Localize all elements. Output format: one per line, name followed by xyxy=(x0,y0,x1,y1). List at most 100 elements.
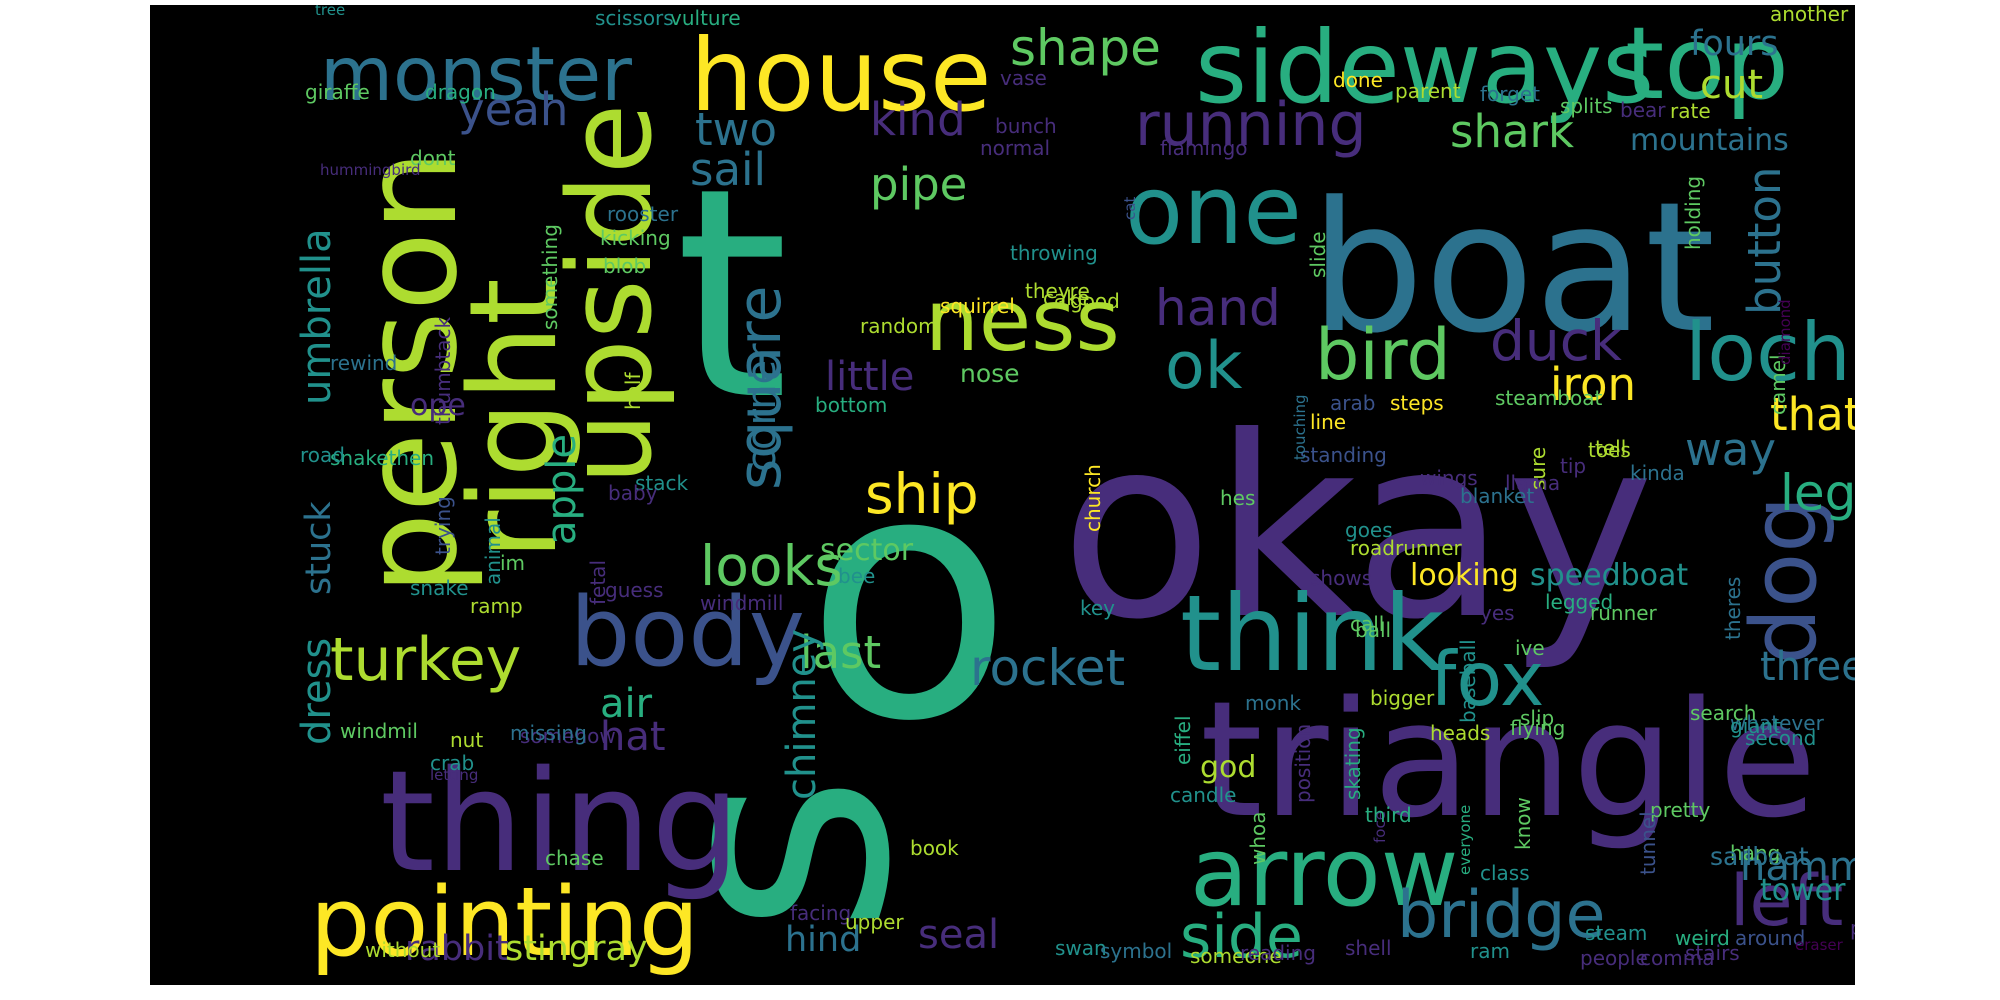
cloud-word: stingray xyxy=(505,929,648,969)
cloud-word: rewind xyxy=(330,351,397,375)
cloud-word: someone xyxy=(1190,944,1282,968)
cloud-word: candle xyxy=(1170,783,1236,807)
cloud-word: monster xyxy=(320,30,632,118)
cloud-word: hummingbird xyxy=(320,161,421,179)
cloud-word: iron xyxy=(1550,358,1636,411)
cloud-word: s xyxy=(598,773,959,935)
cloud-word: upside xyxy=(544,104,678,486)
cloud-word: another xyxy=(1770,5,1849,26)
cloud-word: theres xyxy=(1721,577,1745,640)
cloud-word: missing xyxy=(510,721,587,745)
cloud-word: chase xyxy=(545,846,604,870)
cloud-word: wings xyxy=(1420,466,1478,490)
cloud-word: thing xyxy=(380,741,740,904)
cloud-word: roadrunner xyxy=(1350,536,1463,560)
cloud-word: seal xyxy=(918,912,999,958)
cloud-word: book xyxy=(910,836,959,860)
cloud-word: ship xyxy=(865,462,979,526)
cloud-word: theyre xyxy=(1025,279,1090,303)
cloud-word: windmil xyxy=(340,719,418,743)
cloud-word: thumbtack xyxy=(431,317,455,425)
cloud-word: button xyxy=(1738,167,1791,315)
cloud-word: blob xyxy=(603,254,646,278)
cloud-word: fours xyxy=(1690,24,1779,64)
cloud-word: church xyxy=(1081,464,1105,532)
cloud-word: splits xyxy=(1560,94,1613,118)
cloud-word: whoa xyxy=(1246,811,1270,865)
cloud-word: ope xyxy=(410,388,466,423)
cloud-word: squirrel xyxy=(940,294,1015,318)
cloud-word: looking xyxy=(1410,558,1519,593)
cloud-word: shell xyxy=(1345,936,1392,960)
cloud-word: windmill xyxy=(700,591,783,615)
cloud-word: apple xyxy=(539,434,585,545)
word-cloud-panel: t o s boat okay triangle thing top sideways perso… xyxy=(150,5,1855,985)
cloud-word: pretty xyxy=(1650,798,1710,822)
cloud-word: bigger xyxy=(1370,686,1435,710)
cloud-word: upper xyxy=(845,910,904,934)
cloud-word: comma xyxy=(1640,946,1714,970)
cloud-word: line xyxy=(1310,410,1346,434)
cloud-word: monk xyxy=(1245,691,1301,715)
cloud-word: god xyxy=(1200,750,1256,785)
cloud-word: little xyxy=(825,354,914,400)
cloud-word: cut xyxy=(1700,62,1763,108)
cloud-word: class xyxy=(1480,861,1530,885)
cloud-word: random xyxy=(860,314,938,338)
cloud-word: thats xyxy=(1770,388,1855,441)
cloud-word: yeah xyxy=(458,83,568,136)
cloud-word: hes xyxy=(1220,486,1255,510)
cloud-word: body xyxy=(570,578,805,688)
cloud-word: camel xyxy=(1766,354,1790,415)
cloud-word: rate xyxy=(1670,99,1711,123)
cloud-word: tip xyxy=(1560,454,1586,478)
cloud-word: know xyxy=(1511,797,1535,850)
cloud-word: baseball xyxy=(1456,639,1480,723)
cloud-word: corner xyxy=(739,343,785,472)
cloud-word: duck xyxy=(1490,309,1622,373)
cloud-word: pipe xyxy=(870,158,967,211)
cloud-word: looks xyxy=(700,534,843,598)
cloud-word: letting xyxy=(430,766,478,784)
cloud-word: press xyxy=(1850,916,1855,940)
cloud-word: triangle xyxy=(1200,666,1817,853)
cloud-word: bottom xyxy=(815,393,887,417)
cloud-word: diamond xyxy=(1776,299,1794,365)
cloud-word: way xyxy=(1685,423,1776,476)
cloud-word: guess xyxy=(605,578,664,602)
cloud-word: ram xyxy=(1470,939,1510,963)
cloud-word: hind xyxy=(785,920,861,960)
cloud-word: fox xyxy=(1430,635,1544,723)
cloud-word: side xyxy=(1180,902,1303,972)
cloud-word: left xyxy=(1730,860,1843,942)
cloud-word: sector xyxy=(820,533,914,568)
cloud-word: whatever xyxy=(1730,711,1825,735)
cloud-word: nose xyxy=(960,359,1020,388)
cloud-word: ness xyxy=(925,272,1120,371)
cloud-word: slide xyxy=(1306,231,1330,278)
cloud-word: hang xyxy=(1730,841,1780,865)
cloud-word: toes xyxy=(1588,438,1631,462)
cloud-word: stairs xyxy=(1685,941,1740,965)
cloud-word: position xyxy=(1291,724,1315,803)
cloud-word: arrow xyxy=(1190,818,1458,928)
cloud-word: running xyxy=(1135,90,1367,160)
cloud-word: reading xyxy=(1240,941,1316,965)
cloud-word: rabbit xyxy=(405,929,509,969)
cloud-word: boat xyxy=(1310,164,1715,373)
cloud-word: dog xyxy=(1732,496,1837,665)
cloud-word: okay xyxy=(1060,383,1654,674)
cloud-word: person xyxy=(334,149,486,595)
cloud-word: flamingo xyxy=(1160,136,1248,160)
cloud-word: kinda xyxy=(1630,461,1685,485)
cloud-word: people xyxy=(1580,946,1648,970)
cloud-word: rocket xyxy=(970,639,1125,697)
cloud-word: hat xyxy=(600,714,666,760)
cloud-word: sail xyxy=(690,143,766,196)
cloud-word: bear xyxy=(1620,98,1666,122)
cloud-word: normal xyxy=(980,136,1050,160)
cloud-word: eiffel xyxy=(1171,715,1195,765)
cloud-word: vulture xyxy=(670,6,741,30)
cloud-word: skating xyxy=(1341,727,1365,800)
